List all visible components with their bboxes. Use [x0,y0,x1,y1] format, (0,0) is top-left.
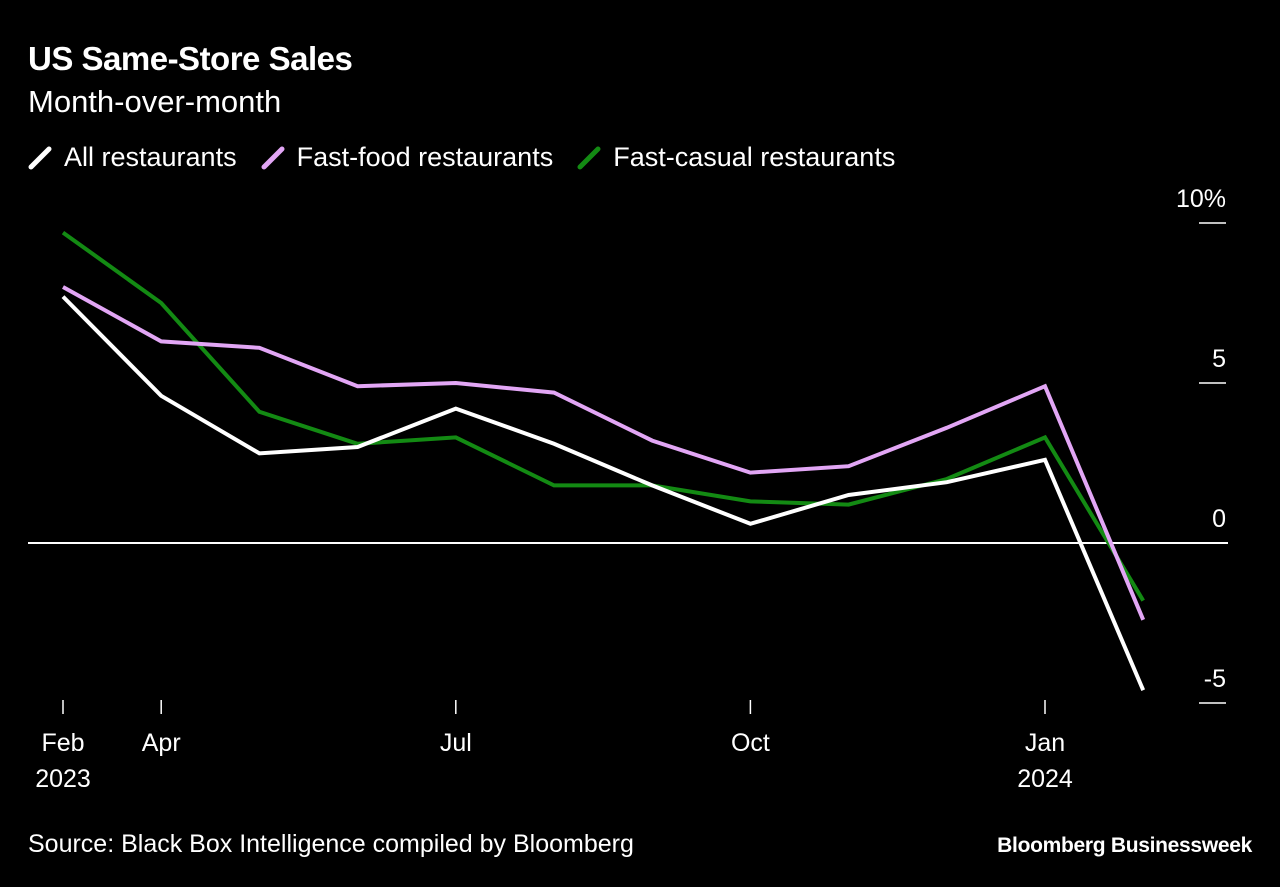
legend-label-fast-casual: Fast-casual restaurants [613,142,896,172]
y-tick-label: 5 [1212,345,1226,373]
legend-swatch-fast-food [261,146,285,170]
series-line-all [61,295,1146,691]
source-note: Source: Black Box Intelligence compiled … [28,830,634,858]
x-tick-label: Jan [1025,729,1065,757]
legend-label-fast-food: Fast-food restaurants [296,142,554,172]
series-layer [61,230,1146,691]
y-tick-label: -5 [1204,665,1226,693]
legend-item-fast-casual: Fast-casual restaurants [577,142,895,173]
x-tick-label: Feb [41,729,84,757]
series-line-fast-food [62,285,1146,621]
series-line-fast-casual [61,230,1145,602]
legend-item-fast-food: Fast-food restaurants [261,142,554,173]
legend: All restaurants Fast-food restaurants Fa… [28,142,919,173]
y-tick-label: 0 [1212,505,1226,533]
chart-title: US Same-Store Sales [28,40,353,77]
brand-logo: Bloomberg Businessweek [997,834,1252,857]
x-tick-sublabel: 2023 [35,765,91,793]
x-tick-label: Jul [440,729,472,757]
axis-layer: 10% 5 0 -5 Feb 2023 Apr Jul Oct Jan 2024 [28,185,1228,793]
legend-item-all: All restaurants [28,142,237,173]
chart-subtitle: Month-over-month [28,84,282,119]
x-tick-label: Apr [142,729,181,757]
legend-swatch-fast-casual [577,146,601,170]
legend-swatch-all [28,146,52,170]
x-tick-sublabel: 2024 [1017,765,1073,793]
y-tick-label: 10% [1176,185,1226,213]
x-tick-label: Oct [731,729,770,757]
legend-label-all: All restaurants [64,142,237,172]
